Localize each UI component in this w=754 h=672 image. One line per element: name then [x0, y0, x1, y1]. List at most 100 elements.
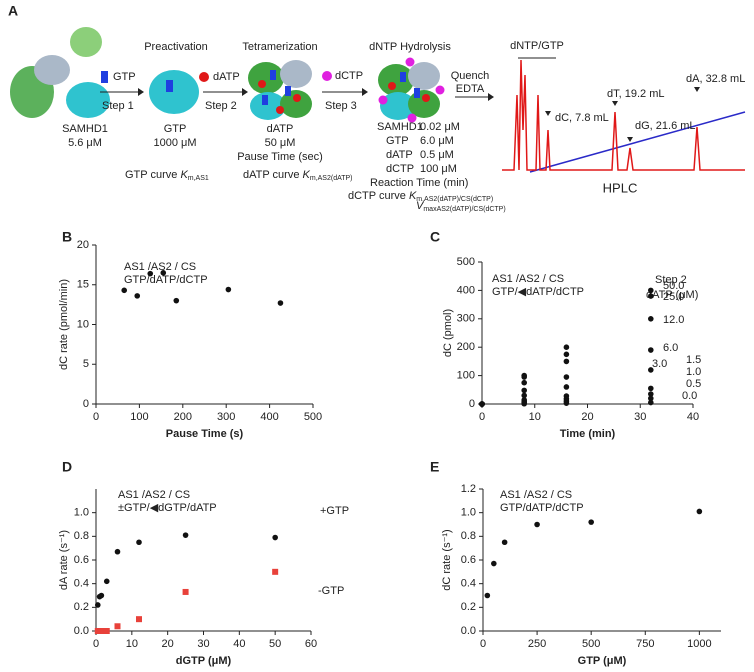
series-label: 1.0	[686, 366, 701, 378]
k-sub: m,AS2(dATP)/CS(dCTP)	[416, 196, 493, 203]
x-tick-label: 30	[197, 638, 209, 650]
annotation: GTP/dATP/dCTP	[500, 502, 584, 514]
marker	[173, 297, 180, 304]
peak-label: dT, 19.2 mL	[607, 88, 664, 100]
k: K	[180, 169, 188, 181]
dctp-icon	[322, 71, 332, 81]
x-tick-label: 60	[305, 638, 317, 650]
reagent: SAMHD1	[377, 121, 423, 133]
annotation: Step 2	[655, 274, 687, 286]
y-tick-label: 1.0	[461, 507, 476, 519]
marker	[147, 270, 154, 277]
series-label: 50.0	[663, 280, 684, 292]
y-tick-label: 1.2	[461, 483, 476, 495]
step: Step 3	[325, 100, 357, 112]
marker	[136, 539, 142, 546]
panel-label: C	[430, 229, 440, 245]
marker	[479, 401, 485, 407]
annotation: AS1 /AS2 / CS	[124, 261, 196, 273]
panel-label: B	[62, 229, 72, 245]
annotation: GTP/dATP/dCTP	[124, 274, 208, 286]
annotation: GTP/◀dATP/dCTP	[492, 286, 584, 298]
marker	[103, 578, 110, 585]
panel-label: E	[430, 459, 439, 475]
peak-label: dC, 7.8 mL	[555, 112, 609, 124]
y-tick-label: 300	[457, 313, 475, 325]
y-axis-label: dA rate (s⁻¹)	[58, 530, 70, 590]
y-tick-label: 5	[83, 358, 89, 370]
annotation: AS1 /AS2 / CS	[500, 489, 572, 501]
reagent: dATP	[386, 149, 413, 161]
x-tick-label: 400	[260, 411, 278, 423]
y-axis-label: dC (pmol)	[442, 309, 454, 357]
x-axis-label: Pause Time (s)	[166, 428, 244, 440]
panel-a: A GTP Step 1 SAMHD1 5.6 μM Preactivation…	[8, 3, 745, 213]
marker	[121, 287, 128, 294]
marker	[648, 395, 654, 402]
x-tick-label: 200	[174, 411, 192, 423]
marker	[648, 287, 654, 294]
y-tick-label: 0.6	[74, 554, 89, 566]
marker	[160, 270, 167, 276]
marker	[491, 560, 497, 567]
panel-label: D	[62, 459, 72, 475]
marker	[534, 521, 540, 528]
reagent: GTP	[113, 71, 136, 83]
series-label: 25.0	[663, 291, 684, 303]
marker	[648, 347, 654, 353]
concentration: 0.5 μM	[420, 149, 454, 161]
stage-title: Preactivation	[144, 41, 208, 53]
marker	[277, 300, 284, 306]
series-label: 0.0	[682, 390, 697, 402]
x-tick-label: 300	[217, 411, 235, 423]
concentration: 1000 μM	[153, 137, 196, 149]
quench: Quench	[451, 70, 490, 82]
reagent: GTP	[386, 135, 409, 147]
y-tick-label: 100	[457, 370, 475, 382]
marker	[648, 385, 654, 392]
x-tick-label: 10	[529, 411, 541, 423]
y-tick-label: 500	[457, 256, 475, 268]
y-tick-label: 0.2	[461, 601, 476, 613]
x-tick-label: 250	[528, 638, 546, 650]
x-tick-label: 750	[636, 638, 654, 650]
y-tick-label: 0.0	[74, 625, 89, 637]
x-tick-label: 500	[304, 411, 322, 423]
annotation: dATP (μM)	[646, 289, 698, 301]
reagent: dATP	[267, 123, 294, 135]
x-tick-label: 0	[93, 638, 99, 650]
y-tick-label: 0.6	[461, 554, 476, 566]
stage-title: dNTP Hydrolysis	[369, 41, 451, 53]
tetramer	[248, 60, 312, 120]
time: Reaction Time (min)	[370, 177, 468, 189]
stage-title: Tetramerization	[242, 41, 317, 53]
x-tick-label: 40	[233, 638, 245, 650]
k: K	[409, 190, 417, 202]
x-tick-label: 40	[687, 411, 699, 423]
hplc-label: HPLC	[603, 180, 638, 195]
y-tick-label: 200	[457, 341, 475, 353]
marker	[114, 623, 121, 630]
marker	[272, 568, 279, 575]
marker	[103, 628, 110, 634]
marker	[182, 588, 189, 595]
curve: dATP curve	[243, 169, 299, 181]
peak-label: dA, 32.8 mL	[686, 73, 745, 85]
curve-label: VmaxAS2(dATP)/CS(dCTP)	[416, 200, 506, 213]
marker	[563, 374, 570, 380]
y-axis-label: dC rate (pmol/min)	[58, 279, 70, 370]
marker	[563, 344, 570, 351]
marker	[521, 387, 527, 394]
x-tick-label: 500	[582, 638, 600, 650]
reagent: dCTP	[386, 163, 414, 175]
annotation: ±GTP/◀dGTP/dATP	[118, 502, 217, 514]
y-tick-label: 0.2	[74, 601, 89, 613]
y-tick-label: 0.4	[461, 578, 476, 590]
x-axis-label: dGTP (μM)	[176, 655, 232, 667]
marker	[648, 399, 654, 406]
curve-label: dCTP curve Km,AS2(dATP)/CS(dCTP)	[348, 190, 493, 203]
y-axis-label: dC rate (s⁻¹)	[441, 529, 453, 590]
time: Pause Time (sec)	[237, 151, 323, 163]
